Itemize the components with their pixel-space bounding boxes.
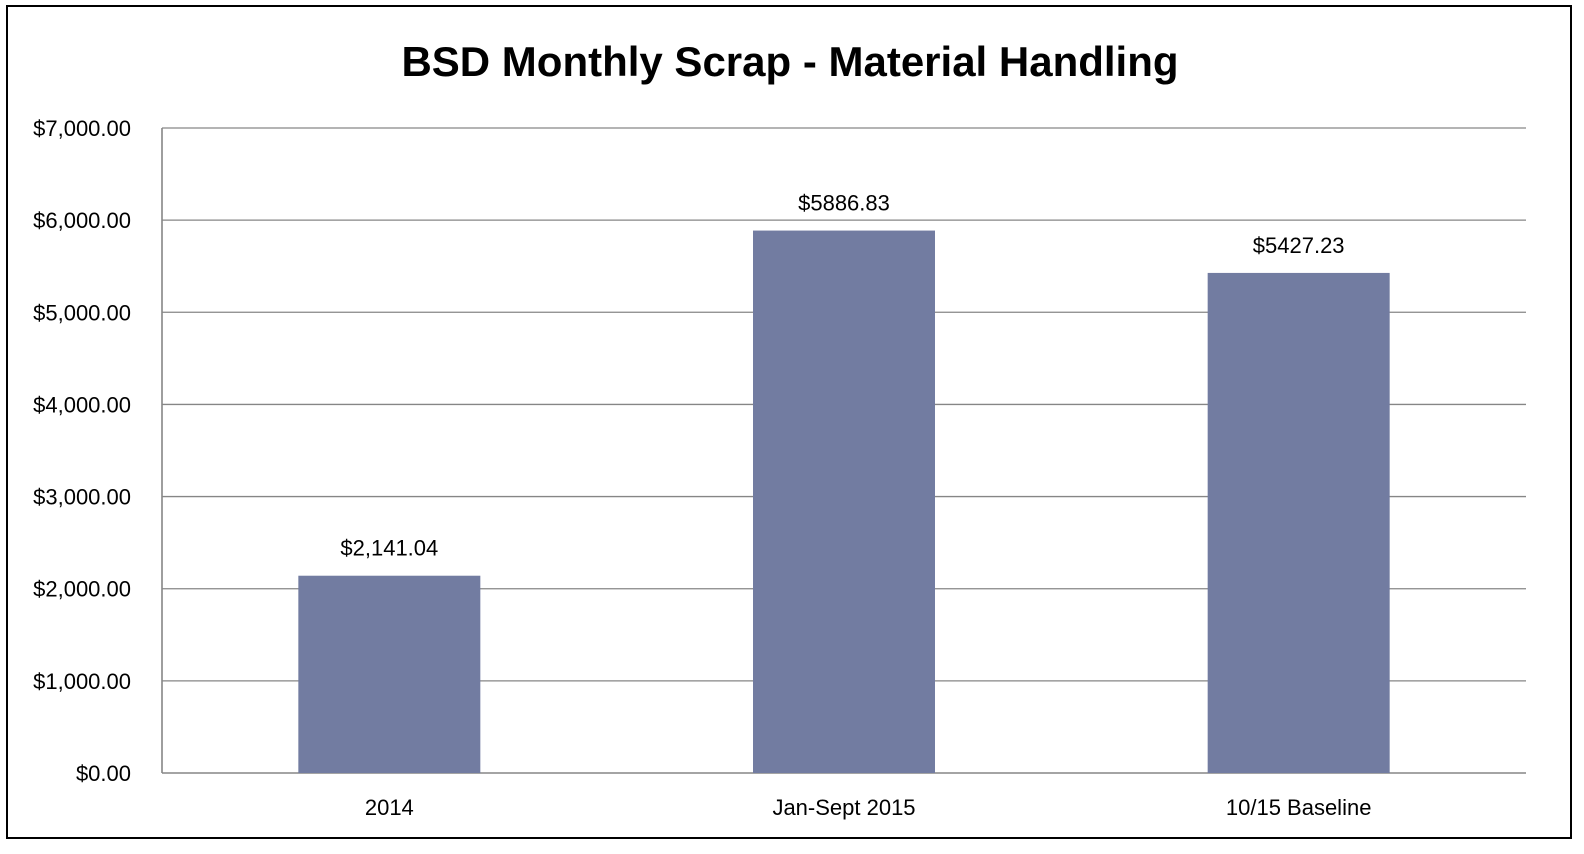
x-axis-categories: 2014 Jan-Sept 2015 10/15 Baseline xyxy=(365,795,1372,820)
y-tick-label: $5,000.00 xyxy=(33,300,131,325)
x-category-label: 2014 xyxy=(365,795,414,820)
x-category-label: Jan-Sept 2015 xyxy=(772,795,915,820)
chart-title: BSD Monthly Scrap - Material Handling xyxy=(401,38,1178,85)
y-axis-ticks: $0.00 $1,000.00 $2,000.00 $3,000.00 $4,000.0… xyxy=(33,116,131,786)
x-category-label: 10/15 Baseline xyxy=(1226,795,1372,820)
data-labels: $2,141.04 $5886.83 $5427.23 xyxy=(340,191,1344,561)
y-tick-label: $1,000.00 xyxy=(33,669,131,694)
bars xyxy=(298,230,1390,773)
bar xyxy=(1207,272,1390,773)
y-tick-label: $6,000.00 xyxy=(33,208,131,233)
bar-data-label: $2,141.04 xyxy=(340,536,438,561)
bar-data-label: $5427.23 xyxy=(1253,233,1345,258)
y-tick-label: $4,000.00 xyxy=(33,392,131,417)
y-tick-label: $3,000.00 xyxy=(33,485,131,510)
bar xyxy=(298,575,481,773)
bar xyxy=(753,230,935,773)
y-tick-label: $2,000.00 xyxy=(33,577,131,602)
bar-data-label: $5886.83 xyxy=(798,191,890,216)
y-tick-label: $0.00 xyxy=(76,761,131,786)
y-tick-label: $7,000.00 xyxy=(33,116,131,141)
